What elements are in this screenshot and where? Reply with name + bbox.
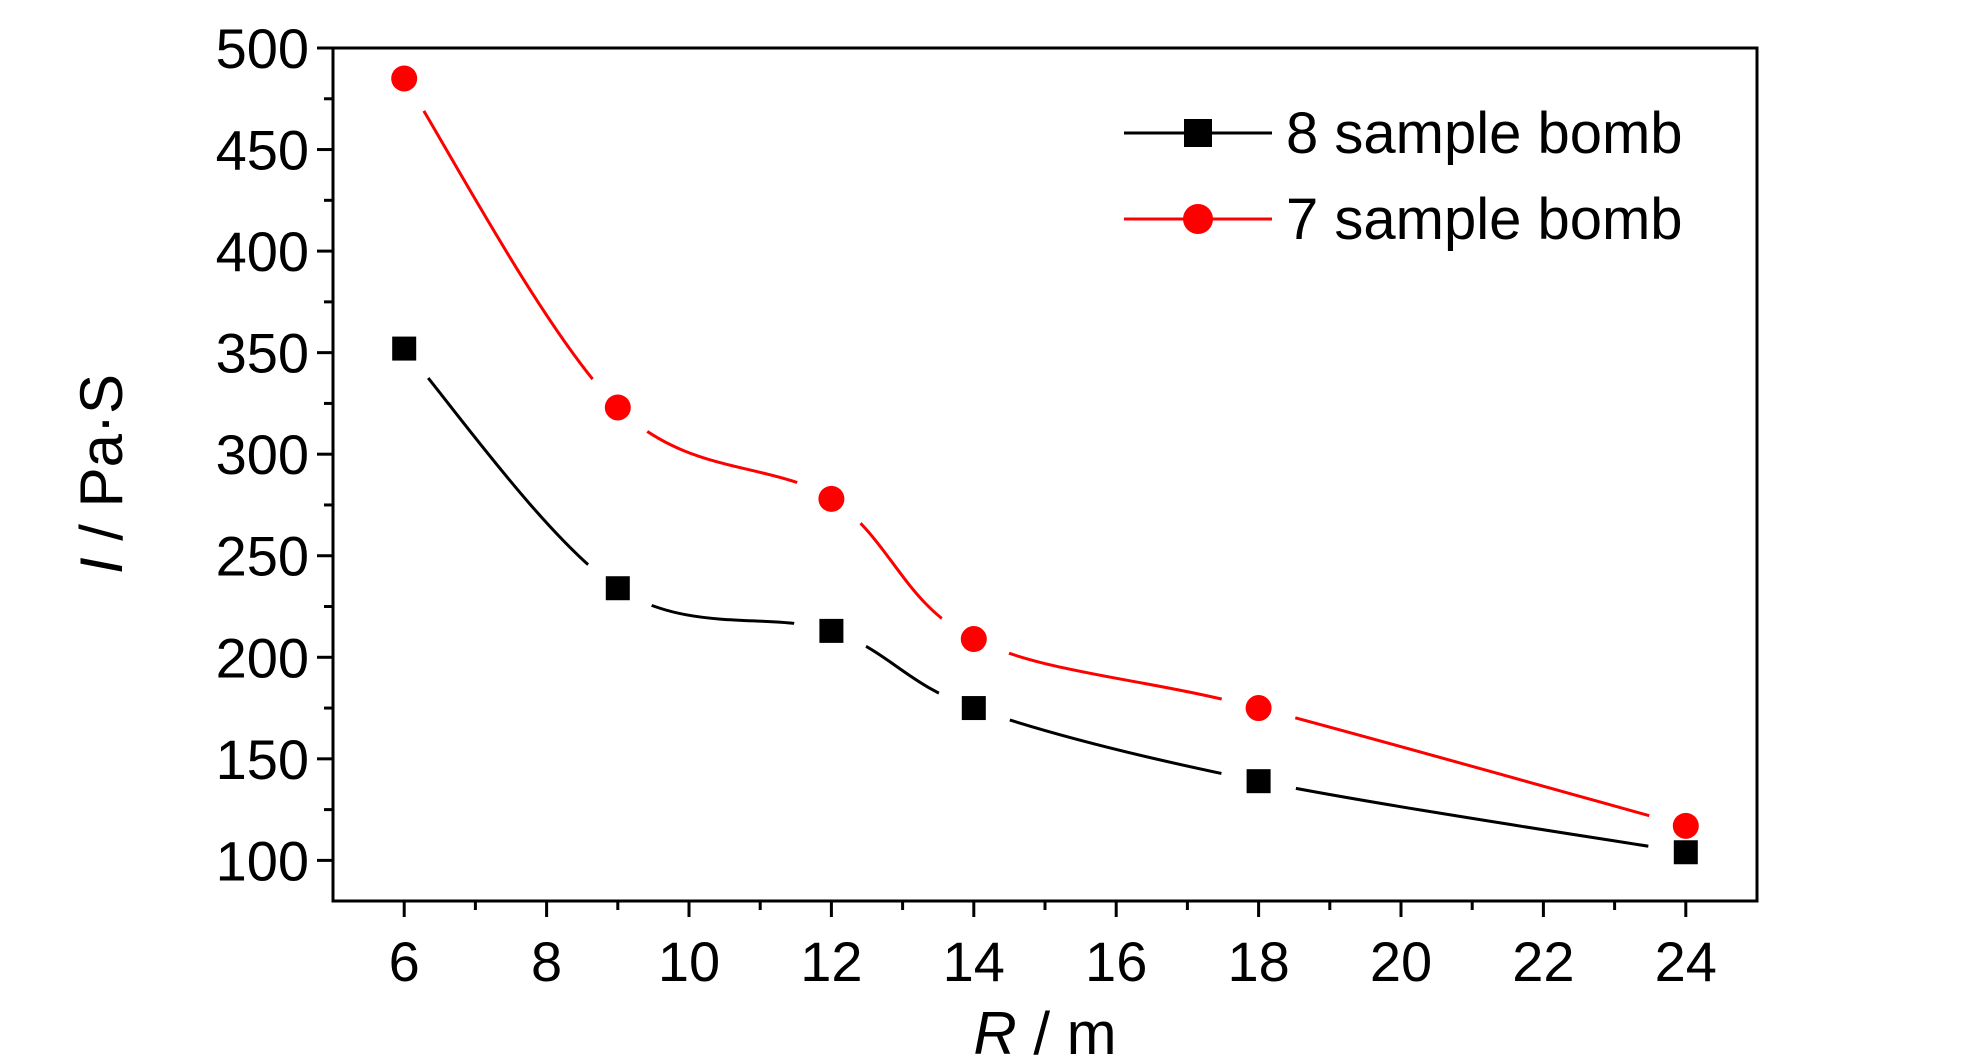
x-tick-label: 12 bbox=[800, 930, 862, 993]
series-layer bbox=[391, 65, 1699, 865]
data-point-7-sample-bomb bbox=[391, 65, 418, 92]
x-tick-label: 24 bbox=[1655, 930, 1717, 993]
y-axis-symbol: I bbox=[68, 557, 135, 574]
legend: 8 sample bomb 7 sample bomb bbox=[1124, 101, 1683, 252]
y-tick-label: 150 bbox=[216, 728, 309, 791]
data-point-7-sample-bomb bbox=[960, 626, 987, 653]
plot-area-frame bbox=[331, 46, 1759, 903]
data-point-7-sample-bomb bbox=[1245, 695, 1272, 722]
x-axis-ticks: 6 8 10 12 14 16 18 20 22 24 bbox=[389, 901, 1717, 993]
x-axis-unit: / m bbox=[1017, 1000, 1117, 1062]
legend-label-8-sample-bomb: 8 sample bomb bbox=[1286, 101, 1683, 166]
x-tick-label: 20 bbox=[1370, 930, 1432, 993]
y-tick-label: 450 bbox=[216, 119, 309, 182]
x-tick-label: 6 bbox=[389, 930, 420, 993]
data-point-8-sample-bomb bbox=[392, 336, 417, 361]
x-tick-label: 8 bbox=[531, 930, 562, 993]
y-axis-ticks: 100 150 200 250 300 350 400 450 500 bbox=[216, 17, 333, 892]
y-tick-label: 350 bbox=[216, 322, 309, 385]
legend-entry-8-sample-bomb: 8 sample bomb bbox=[1124, 101, 1683, 166]
data-point-8-sample-bomb bbox=[819, 618, 844, 643]
legend-entry-7-sample-bomb: 7 sample bomb bbox=[1124, 187, 1683, 252]
y-tick-label: 100 bbox=[216, 829, 309, 892]
legend-label-7-sample-bomb: 7 sample bomb bbox=[1286, 187, 1683, 252]
series-line-7-sample-bomb bbox=[402, 77, 1687, 828]
data-point-7-sample-bomb bbox=[1672, 812, 1699, 839]
x-tick-label: 22 bbox=[1512, 930, 1574, 993]
y-tick-label: 400 bbox=[216, 220, 309, 283]
data-point-8-sample-bomb bbox=[1673, 840, 1698, 865]
x-tick-label: 14 bbox=[943, 930, 1005, 993]
y-tick-label: 250 bbox=[216, 525, 309, 588]
x-tick-label: 10 bbox=[658, 930, 720, 993]
data-point-8-sample-bomb bbox=[961, 696, 986, 721]
data-point-7-sample-bomb bbox=[604, 394, 631, 421]
series-line-8-sample-bomb bbox=[403, 347, 1687, 854]
x-axis-title: R / m bbox=[973, 1000, 1116, 1062]
data-point-8-sample-bomb bbox=[605, 576, 630, 601]
x-tick-label: 18 bbox=[1227, 930, 1289, 993]
legend-marker-7-sample-bomb bbox=[1183, 204, 1213, 234]
y-tick-label: 500 bbox=[216, 17, 309, 80]
y-axis-unit: / Pa·S bbox=[68, 374, 135, 557]
data-point-7-sample-bomb bbox=[818, 485, 845, 512]
data-point-8-sample-bomb bbox=[1246, 769, 1271, 794]
legend-marker-8-sample-bomb bbox=[1184, 119, 1212, 147]
y-tick-label: 300 bbox=[216, 423, 309, 486]
x-tick-label: 16 bbox=[1085, 930, 1147, 993]
y-tick-label: 200 bbox=[216, 626, 309, 689]
y-axis-title: I / Pa·S bbox=[68, 374, 135, 574]
x-axis-symbol: R bbox=[973, 1000, 1016, 1062]
